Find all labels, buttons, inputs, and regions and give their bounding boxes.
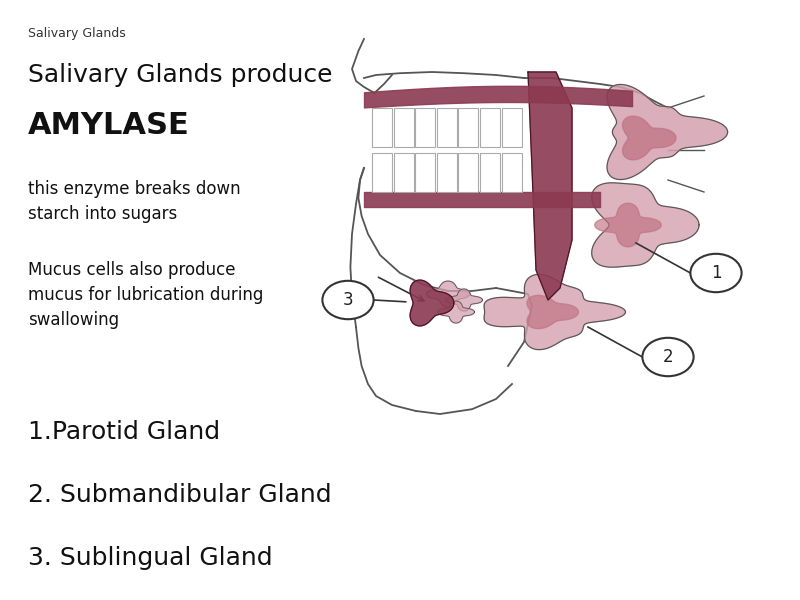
Bar [480, 108, 500, 147]
Bar [502, 108, 522, 147]
Bar [372, 153, 392, 192]
Bar [372, 108, 392, 147]
Text: 2. Submandibular Gland: 2. Submandibular Gland [28, 483, 332, 507]
Bar [415, 153, 435, 192]
Polygon shape [592, 183, 699, 267]
Bar [502, 153, 522, 192]
Polygon shape [594, 203, 662, 247]
Circle shape [690, 254, 742, 292]
Text: 3. Sublingual Gland: 3. Sublingual Gland [28, 546, 273, 570]
Bar [480, 153, 500, 192]
Polygon shape [607, 85, 728, 179]
Text: Mucus cells also produce
mucus for lubrication during
swallowing: Mucus cells also produce mucus for lubri… [28, 261, 263, 329]
Polygon shape [622, 116, 676, 160]
Bar [458, 153, 478, 192]
Bar [437, 153, 457, 192]
Circle shape [322, 281, 374, 319]
Polygon shape [446, 289, 482, 311]
Polygon shape [410, 280, 454, 326]
Bar [458, 108, 478, 147]
Polygon shape [484, 274, 626, 350]
Circle shape [642, 338, 694, 376]
Bar [394, 108, 414, 147]
Text: this enzyme breaks down
starch into sugars: this enzyme breaks down starch into suga… [28, 180, 241, 223]
Polygon shape [426, 281, 470, 307]
Text: 1.Parotid Gland: 1.Parotid Gland [28, 420, 220, 444]
Bar [437, 108, 457, 147]
Text: 1: 1 [710, 264, 722, 282]
Text: Salivary Glands produce: Salivary Glands produce [28, 63, 333, 87]
Text: 2: 2 [662, 348, 674, 366]
Bar [415, 108, 435, 147]
Polygon shape [528, 72, 572, 300]
Text: Salivary Glands: Salivary Glands [28, 27, 126, 40]
Polygon shape [438, 301, 474, 323]
Polygon shape [527, 295, 578, 329]
Text: AMYLASE: AMYLASE [28, 111, 190, 140]
Text: 3: 3 [342, 291, 354, 309]
Bar [394, 153, 414, 192]
